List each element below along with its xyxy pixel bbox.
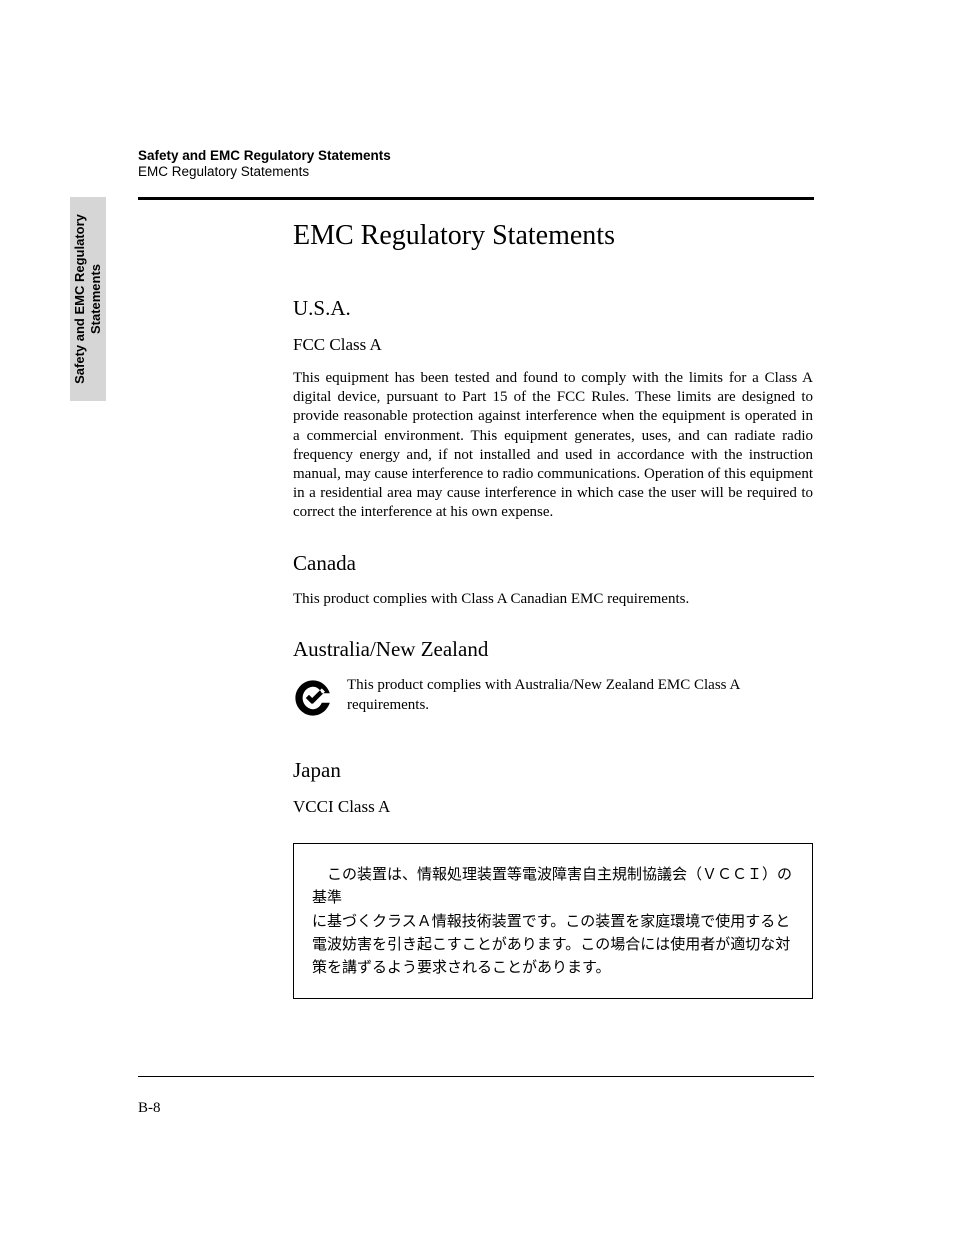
japan-notice-box: この装置は、情報処理装置等電波障害自主規制協議会（ＶＣＣＩ）の基準 に基づくクラ… <box>293 843 813 999</box>
running-head-subtitle: EMC Regulatory Statements <box>138 164 391 179</box>
running-head: Safety and EMC Regulatory Statements EMC… <box>138 148 391 179</box>
side-tab: Safety and EMC Regulatory Statements <box>70 197 106 401</box>
bottom-rule <box>138 1076 814 1077</box>
heading-anz: Australia/New Zealand <box>293 637 813 662</box>
subheading-fcc: FCC Class A <box>293 335 813 355</box>
side-tab-line2: Statements <box>88 264 103 334</box>
para-anz: This product complies with Australia/New… <box>347 676 813 715</box>
para-canada: This product complies with Class A Canad… <box>293 590 813 610</box>
content-area: EMC Regulatory Statements U.S.A. FCC Cla… <box>293 220 813 999</box>
japan-box-rest: に基づくクラスＡ情報技術装置です。この装置を家庭環境で使用すると電波妨害を引き起… <box>312 911 794 981</box>
top-rule <box>138 197 814 200</box>
heading-japan: Japan <box>293 758 813 783</box>
japan-box-line1: この装置は、情報処理装置等電波障害自主規制協議会（ＶＣＣＩ）の基準 <box>312 864 794 911</box>
c-tick-icon <box>293 678 333 718</box>
anz-row: This product complies with Australia/New… <box>293 676 813 718</box>
page-title: EMC Regulatory Statements <box>293 220 813 252</box>
page-number: B-8 <box>138 1100 161 1117</box>
side-tab-label: Safety and EMC Regulatory Statements <box>72 214 105 384</box>
para-usa: This equipment has been tested and found… <box>293 369 813 523</box>
heading-canada: Canada <box>293 551 813 576</box>
heading-usa: U.S.A. <box>293 296 813 321</box>
subheading-vcci: VCCI Class A <box>293 797 813 817</box>
side-tab-line1: Safety and EMC Regulatory <box>72 214 87 384</box>
running-head-title: Safety and EMC Regulatory Statements <box>138 148 391 163</box>
